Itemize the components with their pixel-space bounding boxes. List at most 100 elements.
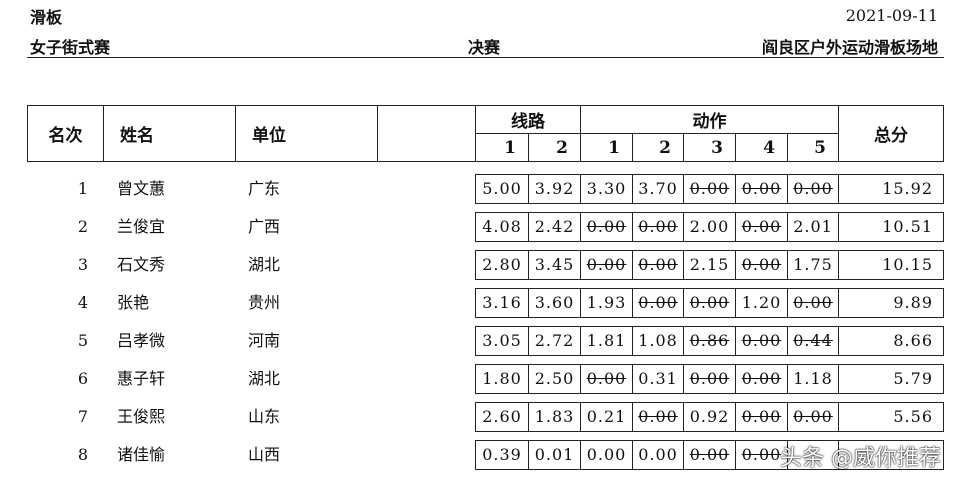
trick-score-1: 0.00 bbox=[580, 440, 633, 470]
subheader-trick-3: 3 bbox=[683, 133, 736, 162]
route-score-1: 1.80 bbox=[475, 364, 529, 394]
header-total: 总分 bbox=[838, 105, 944, 162]
route-score-1: 4.08 bbox=[475, 212, 529, 242]
subheader-trick-1: 1 bbox=[580, 133, 633, 162]
date-label: 2021-09-11 bbox=[845, 6, 938, 25]
route-score-2: 3.60 bbox=[528, 288, 581, 318]
table-row: 7 王俊熙 山东 2.60 1.83 0.21 0.00 0.92 0.00 0.00 5.56 bbox=[0, 402, 972, 432]
watermark: 头条 @威你推荐 bbox=[780, 446, 941, 471]
rank-cell: 1 bbox=[77, 179, 88, 198]
round-label: 决赛 bbox=[468, 38, 501, 57]
rank-cell: 3 bbox=[77, 255, 88, 274]
trick-score-5: 2.01 bbox=[787, 212, 839, 242]
route-score-1: 0.39 bbox=[475, 440, 529, 470]
total-score: 10.15 bbox=[838, 250, 944, 280]
unit-cell: 广东 bbox=[248, 179, 281, 198]
trick-score-3: 0.00 bbox=[683, 364, 736, 394]
trick-score-2: 0.00 bbox=[632, 212, 684, 242]
route-score-2: 0.01 bbox=[528, 440, 581, 470]
header-divider bbox=[27, 57, 944, 58]
route-score-2: 3.92 bbox=[528, 174, 581, 204]
header-unit: 单位 bbox=[235, 105, 378, 162]
trick-score-4: 0.00 bbox=[735, 174, 788, 204]
trick-score-2: 0.00 bbox=[632, 288, 684, 318]
name-cell: 兰俊宜 bbox=[117, 217, 166, 236]
total-score: 5.79 bbox=[838, 364, 944, 394]
name-cell: 石文秀 bbox=[117, 255, 166, 274]
table-row: 3 石文秀 湖北 2.80 3.45 0.00 0.00 2.15 0.00 1.75 10.15 bbox=[0, 250, 972, 280]
header-trick: 动作 bbox=[580, 105, 839, 134]
total-score: 15.92 bbox=[838, 174, 944, 204]
route-score-1: 2.80 bbox=[475, 250, 529, 280]
trick-score-5: 0.00 bbox=[787, 174, 839, 204]
trick-score-5: 0.00 bbox=[787, 288, 839, 318]
rank-cell: 4 bbox=[77, 293, 88, 312]
trick-score-4: 0.00 bbox=[735, 212, 788, 242]
trick-score-4: 0.00 bbox=[735, 364, 788, 394]
trick-score-5: 0.44 bbox=[787, 326, 839, 356]
total-score: 9.89 bbox=[838, 288, 944, 318]
trick-score-2: 3.70 bbox=[632, 174, 684, 204]
table-row: 4 张艳 贵州 3.16 3.60 1.93 0.00 0.00 1.20 0.00 9.89 bbox=[0, 288, 972, 318]
trick-score-4: 0.00 bbox=[735, 402, 788, 432]
route-score-2: 2.72 bbox=[528, 326, 581, 356]
trick-score-1: 0.00 bbox=[580, 250, 633, 280]
header-blank bbox=[377, 105, 476, 162]
trick-score-2: 0.00 bbox=[632, 250, 684, 280]
unit-cell: 湖北 bbox=[248, 369, 281, 388]
total-score: 5.56 bbox=[838, 402, 944, 432]
unit-cell: 广西 bbox=[248, 217, 281, 236]
trick-score-2: 0.00 bbox=[632, 440, 684, 470]
table-row: 5 吕孝微 河南 3.05 2.72 1.81 1.08 0.86 0.00 0.44 8.66 bbox=[0, 326, 972, 356]
subheader-trick-2: 2 bbox=[632, 133, 684, 162]
total-score: 10.51 bbox=[838, 212, 944, 242]
subheader-trick-5: 5 bbox=[787, 133, 839, 162]
route-score-1: 3.16 bbox=[475, 288, 529, 318]
trick-score-3: 2.00 bbox=[683, 212, 736, 242]
subheader-route-1: 1 bbox=[475, 133, 529, 162]
unit-cell: 山西 bbox=[248, 445, 281, 464]
name-cell: 曾文蕙 bbox=[117, 179, 166, 198]
table-row: 1 曾文蕙 广东 5.00 3.92 3.30 3.70 0.00 0.00 0.00 15.92 bbox=[0, 174, 972, 204]
total-score: 8.66 bbox=[838, 326, 944, 356]
subheader-trick-4: 4 bbox=[735, 133, 788, 162]
name-cell: 王俊熙 bbox=[117, 407, 166, 426]
rank-cell: 5 bbox=[77, 331, 88, 350]
trick-score-5: 0.00 bbox=[787, 402, 839, 432]
route-score-1: 5.00 bbox=[475, 174, 529, 204]
trick-score-5: 1.18 bbox=[787, 364, 839, 394]
route-score-1: 3.05 bbox=[475, 326, 529, 356]
unit-cell: 湖北 bbox=[248, 255, 281, 274]
trick-score-3: 0.86 bbox=[683, 326, 736, 356]
trick-score-4: 0.00 bbox=[735, 250, 788, 280]
name-cell: 吕孝微 bbox=[117, 331, 166, 350]
route-score-2: 2.50 bbox=[528, 364, 581, 394]
header-name: 姓名 bbox=[103, 105, 236, 162]
trick-score-3: 0.00 bbox=[683, 174, 736, 204]
trick-score-2: 0.00 bbox=[632, 402, 684, 432]
route-score-2: 1.83 bbox=[528, 402, 581, 432]
header-route: 线路 bbox=[475, 105, 581, 134]
trick-score-3: 0.00 bbox=[683, 288, 736, 318]
route-score-2: 3.45 bbox=[528, 250, 581, 280]
route-score-2: 2.42 bbox=[528, 212, 581, 242]
event-label: 女子街式赛 bbox=[30, 38, 111, 57]
rank-cell: 7 bbox=[77, 407, 88, 426]
unit-cell: 山东 bbox=[248, 407, 281, 426]
trick-score-1: 0.00 bbox=[580, 212, 633, 242]
trick-score-3: 0.00 bbox=[683, 440, 736, 470]
trick-score-1: 3.30 bbox=[580, 174, 633, 204]
route-score-1: 2.60 bbox=[475, 402, 529, 432]
name-cell: 张艳 bbox=[117, 293, 150, 312]
trick-score-3: 2.15 bbox=[683, 250, 736, 280]
rank-cell: 2 bbox=[77, 217, 88, 236]
trick-score-1: 0.21 bbox=[580, 402, 633, 432]
unit-cell: 贵州 bbox=[248, 293, 281, 312]
rank-cell: 6 bbox=[77, 369, 88, 388]
total-score bbox=[838, 440, 944, 470]
name-cell: 惠子轩 bbox=[117, 369, 166, 388]
trick-score-4: 0.00 bbox=[735, 326, 788, 356]
table-row: 6 惠子轩 湖北 1.80 2.50 0.00 0.31 0.00 0.00 1.18 5.79 bbox=[0, 364, 972, 394]
trick-score-1: 1.93 bbox=[580, 288, 633, 318]
